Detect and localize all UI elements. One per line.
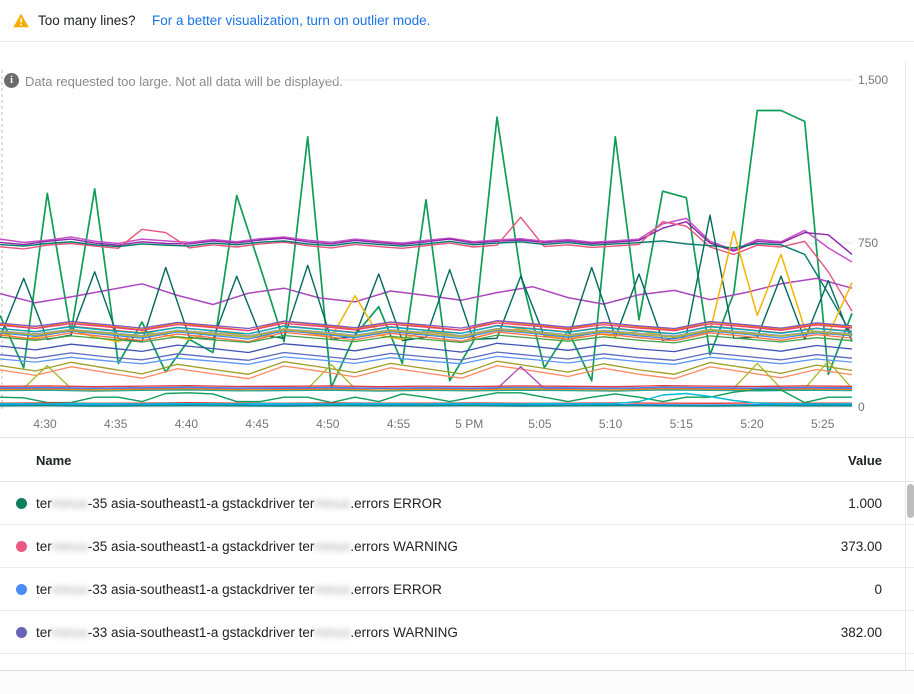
- legend-row[interactable]: terminus-33 asia-southeast1-a gstackdriv…: [0, 568, 914, 611]
- series-line-pink-band: [0, 216, 853, 312]
- series-line-orchid-wavy: [0, 277, 853, 306]
- panel-bottom-edge: [0, 670, 914, 694]
- x-tick-label: 4:45: [245, 417, 269, 431]
- series-line-blue-low: [0, 355, 853, 365]
- series-value: 373.00: [840, 539, 882, 554]
- x-tick-label: 5:20: [740, 417, 764, 431]
- legend-header-divider: [0, 481, 914, 482]
- series-line-flat-orange: [0, 388, 853, 391]
- x-tick-label: 5:10: [598, 417, 623, 431]
- series-line-purple-band: [0, 220, 853, 255]
- x-tick-label: 4:50: [316, 417, 340, 431]
- x-tick-label: 5:05: [528, 417, 552, 431]
- series-line-teal-band: [0, 240, 853, 336]
- legend-row[interactable]: terminus-35 asia-southeast1-a gstackdriv…: [0, 525, 914, 568]
- x-tick-label: 5:15: [669, 417, 693, 431]
- warning-triangle-icon: [13, 13, 29, 28]
- series-line-mid-salmon: [0, 331, 853, 343]
- series-color-dot: [16, 627, 27, 638]
- x-tick-label: 5 PM: [455, 417, 484, 431]
- series-line-cyan-bump: [0, 392, 853, 405]
- series-color-dot: [16, 584, 27, 595]
- legend-header-value: Value: [848, 453, 882, 468]
- series-line-mid-royal: [0, 342, 853, 354]
- series-value: 382.00: [840, 625, 882, 640]
- warning-banner: Too many lines? For a better visualizati…: [0, 0, 914, 42]
- series-name: terminus-33 asia-southeast1-a gstackdriv…: [36, 582, 442, 597]
- series-line-indigo-low: [0, 351, 853, 361]
- y-axis-label-1500: 1,500: [858, 73, 889, 87]
- x-tick-label: 5:25: [811, 417, 835, 431]
- series-line-bottom-red: [0, 401, 852, 404]
- series-name: terminus-33 asia-southeast1-a gstackdriv…: [36, 625, 458, 640]
- series-color-dot: [16, 541, 27, 552]
- series-line-mid-green: [0, 334, 853, 344]
- data-too-large-notice: Data requested too large. Not all data w…: [25, 74, 343, 89]
- series-line-flat-purple-spike: [0, 366, 853, 390]
- right-scrollbar-track: [905, 60, 906, 670]
- series-value: 1.000: [848, 496, 882, 511]
- series-line-mid-pink: [0, 322, 853, 332]
- x-tick-label: 4:55: [386, 417, 411, 431]
- series-color-dot: [16, 498, 27, 509]
- series-name: terminus-35 asia-southeast1-a gstackdriv…: [36, 539, 458, 554]
- series-line-mid-blue: [0, 329, 853, 340]
- legend-header-name: Name: [36, 453, 72, 468]
- x-tick-label: 4:40: [174, 417, 199, 431]
- series-value: 0: [874, 582, 882, 597]
- y-axis-label-750: 750: [858, 236, 879, 250]
- chart-legend-divider: [0, 437, 914, 438]
- outlier-mode-link[interactable]: For a better visualization, turn on outl…: [152, 13, 431, 28]
- series-line-flat-olive-spikes: [0, 360, 853, 390]
- series-line-mid-purple: [0, 320, 853, 330]
- series-line-magenta-band: [0, 217, 853, 263]
- x-tick-label: 4:30: [33, 417, 57, 431]
- x-tick-label: 4:35: [104, 417, 128, 431]
- series-line-mid-cyan: [0, 325, 853, 335]
- series-name: terminus-35 asia-southeast1-a gstackdriv…: [36, 496, 442, 511]
- banner-message: Too many lines?: [38, 13, 136, 28]
- scrollbar-thumb[interactable]: [907, 484, 914, 518]
- chart-plot[interactable]: [0, 70, 854, 416]
- series-line-bottom-blue: [0, 403, 852, 406]
- series-line-green-spiky: [0, 109, 853, 389]
- info-icon: i: [4, 73, 19, 88]
- legend-table: terminus-35 asia-southeast1-a gstackdriv…: [0, 482, 914, 654]
- series-line-mid-olive: [0, 328, 853, 338]
- series-line-flat-teal: [0, 389, 853, 392]
- series-line-flat-blue: [0, 386, 853, 389]
- series-line-green-bottom: [0, 388, 852, 404]
- legend-row[interactable]: terminus-33 asia-southeast1-a gstackdriv…: [0, 611, 914, 654]
- y-axis-label-0: 0: [858, 400, 865, 414]
- series-line-flat-red: [0, 384, 853, 388]
- series-line-salmon-low: [0, 364, 853, 380]
- series-line-olive-low: [0, 360, 853, 375]
- legend-row[interactable]: terminus-35 asia-southeast1-a gstackdriv…: [0, 482, 914, 525]
- series-line-mid-gray: [0, 327, 853, 337]
